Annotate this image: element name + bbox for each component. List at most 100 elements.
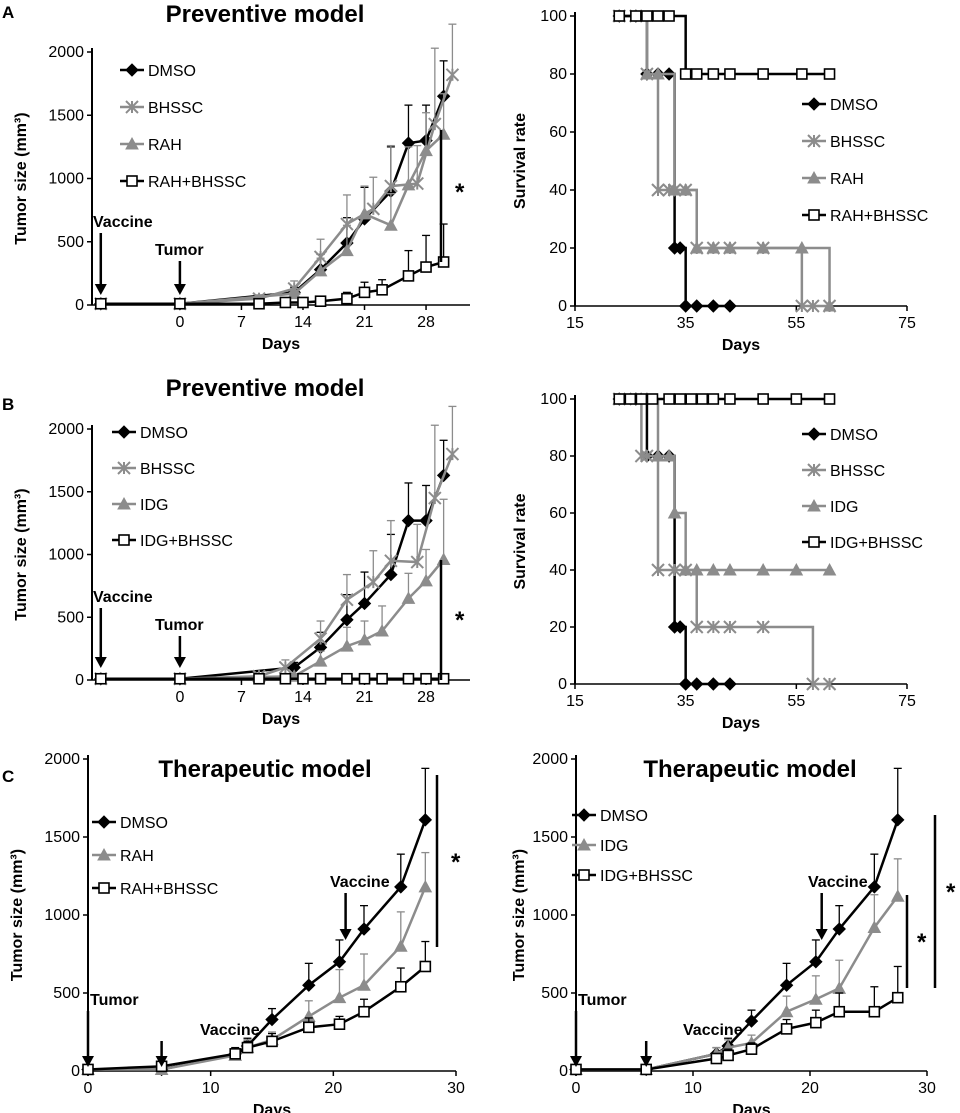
legend-label: RAH+BHSSC <box>830 208 928 225</box>
data-point <box>265 1012 279 1027</box>
x-tick-label: 75 <box>898 315 916 332</box>
series-rah-bhssc <box>82 940 432 1076</box>
x-tick-label: 35 <box>677 693 695 710</box>
data-point <box>314 295 327 308</box>
data-point <box>341 672 353 685</box>
data-point <box>795 299 809 313</box>
y-tick-label: 0 <box>558 298 567 315</box>
y-tick-label: 20 <box>549 240 567 257</box>
y-axis-label: Survival rate <box>512 113 529 209</box>
annotation-label: Vaccine <box>683 1022 743 1039</box>
data-point <box>313 263 328 277</box>
legend-marker <box>577 837 591 851</box>
data-point <box>624 393 637 405</box>
data-point <box>394 880 408 894</box>
legend-item: IDG+BHSSC <box>802 535 923 552</box>
data-point <box>651 183 665 197</box>
data-point <box>376 284 388 296</box>
data-point <box>690 620 704 634</box>
data-point <box>651 448 665 462</box>
data-point <box>174 297 186 310</box>
y-axis-label: Survival rate <box>512 493 529 589</box>
annotation-arrow <box>155 1041 168 1067</box>
x-tick-label: 55 <box>787 315 805 332</box>
y-tick-label: 60 <box>549 124 567 141</box>
data-point <box>640 449 654 463</box>
significance-star: * <box>917 929 927 956</box>
y-tick-label: 20 <box>549 619 567 636</box>
annotation-arrow-head <box>155 1056 168 1067</box>
data-point <box>613 10 626 22</box>
data-point <box>756 562 770 576</box>
panel-label-c: C <box>2 767 14 786</box>
data-point <box>358 672 371 685</box>
legend-marker <box>117 496 131 510</box>
x-tick-label: 7 <box>237 689 246 706</box>
data-point <box>94 672 107 685</box>
data-point <box>890 889 905 902</box>
data-point <box>662 448 676 462</box>
data-point <box>384 567 398 582</box>
data-point <box>685 393 698 405</box>
data-point <box>707 68 720 80</box>
data-point <box>418 879 433 893</box>
data-point <box>366 202 381 216</box>
data-point <box>822 298 837 312</box>
legend-marker <box>577 808 591 822</box>
y-tick-label: 40 <box>549 562 567 579</box>
x-axis-label: Days <box>262 711 300 728</box>
data-point <box>678 299 693 313</box>
data-point <box>357 978 371 991</box>
legend-item: IDG <box>112 496 168 514</box>
data-point <box>287 286 302 300</box>
data-point <box>278 660 293 675</box>
data-point <box>806 299 820 313</box>
annotation-arrow <box>173 261 186 295</box>
data-point <box>419 143 433 157</box>
legend-label: DMSO <box>148 63 196 80</box>
data-point <box>809 992 823 1005</box>
data-point <box>706 299 721 313</box>
annotation-arrow-head <box>570 1056 582 1067</box>
legend-label: IDG+BHSSC <box>830 535 923 552</box>
data-point <box>630 10 642 22</box>
data-point <box>174 672 186 685</box>
data-point <box>710 1052 723 1065</box>
data-point <box>757 68 769 80</box>
data-point <box>402 270 415 282</box>
y-axis-label: Tumor size (mm³) <box>9 849 26 981</box>
x-axis-label: Days <box>253 1102 291 1113</box>
legend-item: BHSSC <box>802 463 885 480</box>
legend-item: DMSO <box>802 427 878 444</box>
x-tick-label: 10 <box>202 1080 220 1097</box>
annotation-arrow <box>82 1011 94 1067</box>
annotation-arrow <box>94 233 107 295</box>
data-point <box>745 1043 758 1055</box>
panel-label-b: B <box>2 395 14 414</box>
y-tick-label: 0 <box>75 297 84 314</box>
data-point <box>241 1041 254 1054</box>
chart-a: 0 500 1000 1500 2000 0 7 14 21 28 Days Tumor size (… <box>13 1 470 353</box>
annotation-arrow <box>640 1041 653 1067</box>
y-tick-label: 80 <box>549 66 567 83</box>
y-tick-label: 2000 <box>48 421 84 438</box>
annotation-arrow-head <box>173 657 186 668</box>
legend-item: DMSO <box>120 63 196 80</box>
data-point <box>832 981 847 994</box>
data-point <box>445 68 460 82</box>
legend-item: DMSO <box>802 97 878 114</box>
x-axis-label: Days <box>732 1102 770 1113</box>
x-tick-label: 7 <box>237 314 246 331</box>
series-line <box>619 397 830 572</box>
legend-label: BHSSC <box>148 100 203 117</box>
x-tick-label: 15 <box>566 693 584 710</box>
series-line <box>88 886 427 1071</box>
x-tick-label: 21 <box>356 314 374 331</box>
data-point <box>358 1005 370 1018</box>
panel-label-a: A <box>2 3 14 22</box>
data-point <box>891 813 905 827</box>
data-point <box>428 117 442 131</box>
y-axis-label: Tumor size (mm³) <box>13 488 30 620</box>
data-point <box>674 393 686 405</box>
data-point <box>789 562 804 576</box>
